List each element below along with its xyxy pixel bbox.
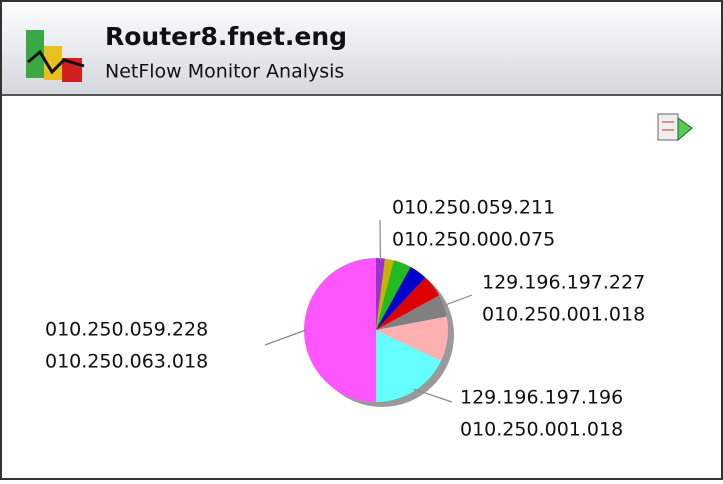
slice-label: 129.196.197.196 [460,387,623,409]
subtitle: NetFlow Monitor Analysis [105,61,344,83]
slice-label: 010.250.063.018 [45,351,208,373]
slice-label: 010.250.001.018 [482,304,645,326]
slice-label: 010.250.059.228 [45,319,208,341]
slice-label: 010.250.001.018 [460,419,623,441]
slice-label: 010.250.000.075 [392,229,555,251]
slice-label: 129.196.197.227 [482,272,645,294]
slice-label: 010.250.059.211 [392,197,555,219]
title: Router8.fnet.eng [105,22,347,51]
